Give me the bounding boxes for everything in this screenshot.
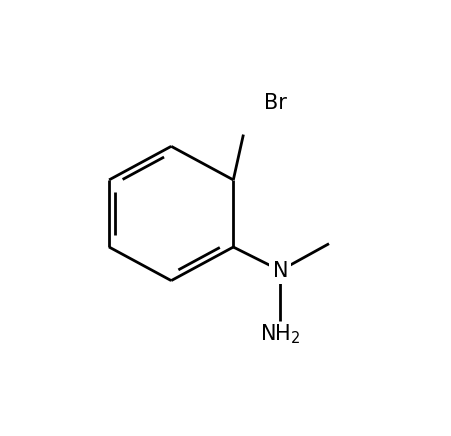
- Text: Br: Br: [263, 93, 286, 113]
- Text: NH$_2$: NH$_2$: [259, 323, 300, 346]
- Text: N: N: [272, 261, 287, 280]
